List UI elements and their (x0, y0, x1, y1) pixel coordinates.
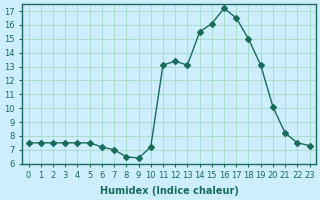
X-axis label: Humidex (Indice chaleur): Humidex (Indice chaleur) (100, 186, 238, 196)
